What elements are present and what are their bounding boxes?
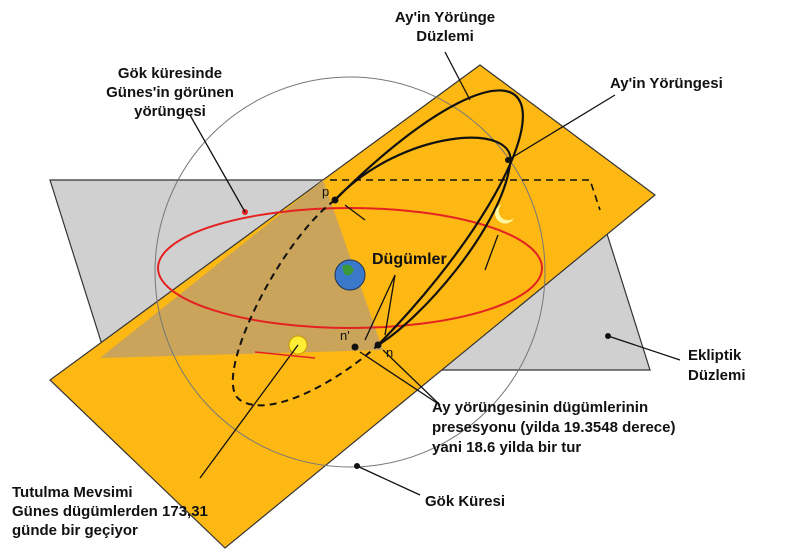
diagram: Ay'in YörüngeDüzlemi Gök küresindeGünes'… — [0, 0, 789, 551]
node-n — [375, 342, 382, 349]
node-p — [332, 197, 339, 204]
label: p — [322, 184, 329, 199]
label: Dügümler — [372, 251, 447, 268]
earth — [335, 260, 365, 290]
label: n — [386, 345, 393, 360]
label: Ay'in Yörüngesi — [610, 75, 723, 92]
node-n-prime — [352, 344, 359, 351]
label: Gök Küresi — [425, 493, 505, 510]
label: n' — [340, 328, 350, 343]
